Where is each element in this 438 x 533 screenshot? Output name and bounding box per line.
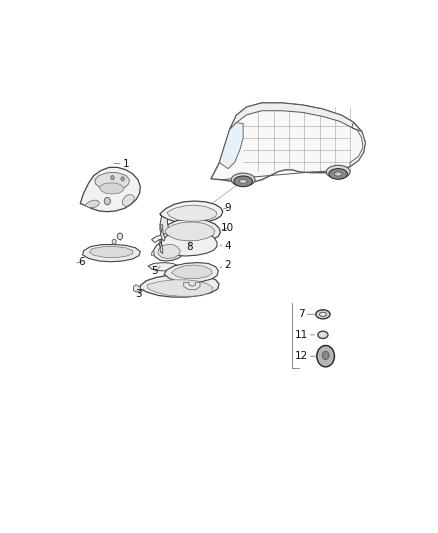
- Circle shape: [112, 239, 116, 244]
- Text: 8: 8: [187, 240, 193, 252]
- Text: 2: 2: [220, 260, 231, 270]
- Text: 12: 12: [295, 351, 315, 361]
- Polygon shape: [159, 239, 162, 254]
- Polygon shape: [85, 200, 99, 207]
- Polygon shape: [148, 263, 179, 271]
- Ellipse shape: [329, 168, 347, 179]
- Ellipse shape: [318, 331, 328, 338]
- Polygon shape: [160, 201, 223, 223]
- Polygon shape: [153, 240, 184, 261]
- Polygon shape: [159, 231, 217, 256]
- Polygon shape: [219, 123, 243, 168]
- Circle shape: [117, 233, 123, 240]
- Polygon shape: [172, 265, 212, 279]
- Polygon shape: [184, 282, 200, 290]
- Text: 4: 4: [220, 241, 231, 251]
- Text: 9: 9: [223, 203, 231, 213]
- Polygon shape: [80, 167, 140, 212]
- Polygon shape: [147, 280, 213, 296]
- Polygon shape: [183, 251, 187, 255]
- Ellipse shape: [335, 172, 342, 176]
- Polygon shape: [230, 103, 353, 130]
- Text: 10: 10: [221, 223, 234, 233]
- Ellipse shape: [231, 173, 255, 186]
- Circle shape: [104, 197, 110, 205]
- Polygon shape: [211, 103, 365, 183]
- Polygon shape: [160, 225, 165, 241]
- Ellipse shape: [326, 165, 350, 179]
- Circle shape: [322, 351, 329, 359]
- Polygon shape: [350, 127, 365, 166]
- Text: 1: 1: [114, 159, 129, 169]
- Polygon shape: [164, 263, 219, 282]
- Polygon shape: [95, 172, 130, 190]
- Polygon shape: [99, 183, 124, 194]
- Polygon shape: [167, 205, 217, 221]
- Polygon shape: [161, 219, 220, 244]
- Polygon shape: [152, 235, 189, 244]
- Polygon shape: [160, 214, 169, 235]
- Circle shape: [121, 177, 124, 181]
- Ellipse shape: [320, 312, 326, 317]
- Ellipse shape: [321, 333, 324, 336]
- Polygon shape: [140, 274, 219, 297]
- Polygon shape: [123, 195, 134, 207]
- Polygon shape: [165, 222, 215, 241]
- Polygon shape: [152, 252, 154, 256]
- Text: 3: 3: [136, 289, 144, 299]
- Ellipse shape: [234, 176, 252, 187]
- Polygon shape: [83, 245, 140, 262]
- Polygon shape: [89, 247, 133, 257]
- Text: 7: 7: [298, 309, 314, 319]
- Ellipse shape: [240, 179, 247, 183]
- Text: 5: 5: [152, 266, 160, 276]
- Polygon shape: [134, 285, 140, 292]
- Circle shape: [317, 345, 335, 367]
- Polygon shape: [158, 245, 180, 259]
- Text: 6: 6: [77, 257, 85, 267]
- Text: 11: 11: [295, 330, 314, 340]
- Ellipse shape: [316, 310, 330, 319]
- Circle shape: [111, 175, 114, 180]
